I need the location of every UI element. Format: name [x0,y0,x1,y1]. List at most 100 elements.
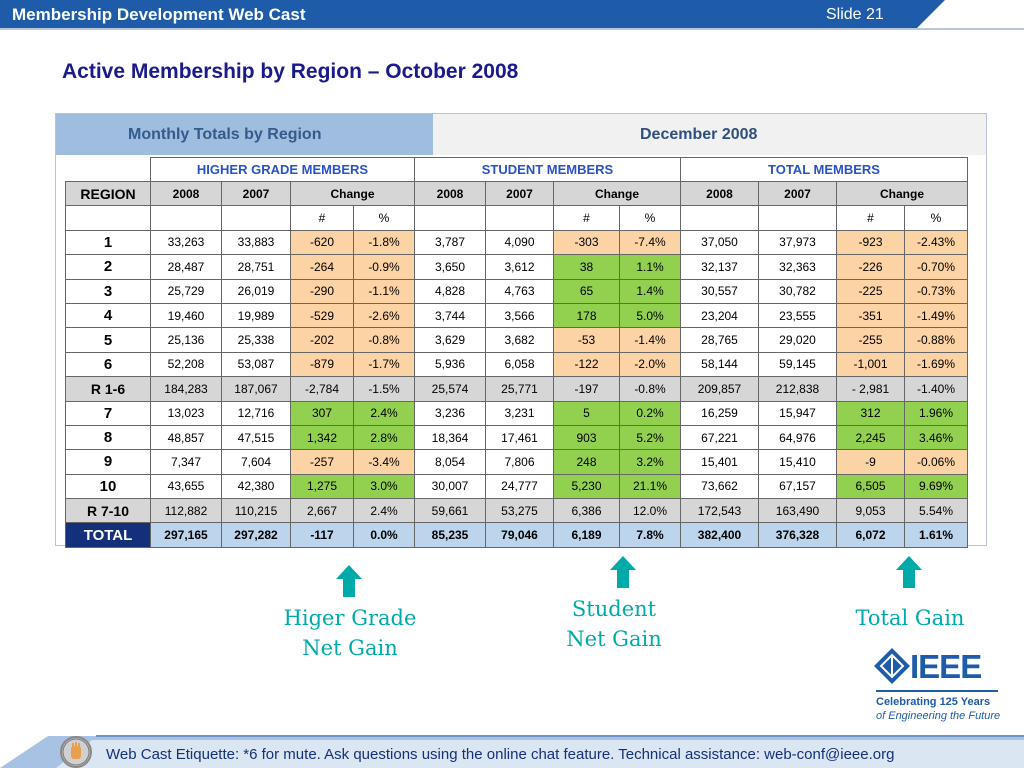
st-cell: -0.8% [619,376,681,402]
st-cell: 4,090 [485,229,554,256]
region-cell: 9 [65,449,151,475]
hg-cell: 28,487 [150,254,222,280]
st-num-header: # [553,205,620,231]
tot-cell: -351 [836,302,905,329]
region-cell: 2 [65,254,151,280]
tot-cell: 15,947 [758,400,837,426]
tot-cell: 15,410 [758,449,837,475]
up-arrow-icon [336,565,362,597]
st-cell: -197 [553,376,620,402]
st-cell: 0.2% [619,400,681,426]
tot-cell: 64,976 [758,424,837,451]
banner-monthly-totals: Monthly Totals by Region [56,114,433,155]
table-row: 3 25,729 26,019 -290 -1.1% 4,828 4,763 65 1.4% 30… [65,278,968,304]
st-pct-header: % [619,205,681,231]
tot-cell: -0.06% [904,449,968,475]
header-bar-shape [0,0,1024,30]
table-row: R 7-10 112,882 110,215 2,667 2.4% 59,661 53,27… [65,498,968,524]
hg-cell: 307 [290,400,354,426]
hg-cell: 42,380 [221,473,291,500]
hg-cell: 1,275 [290,473,354,500]
sub-header-row: # % # % # % [65,205,968,231]
st-cell: 85,235 [414,522,486,548]
tot-pct-header: % [904,205,968,231]
hg-cell: 2.8% [353,424,415,451]
st-cell: 4,828 [414,278,486,304]
membership-table-image: Monthly Totals by Region December 2008 H… [55,113,987,548]
region-cell: 5 [65,327,151,353]
region-header: REGION [65,180,151,207]
st-cell: -122 [553,351,620,378]
tot-cell: 29,020 [758,327,837,353]
hg-cell: 110,215 [221,498,291,524]
st-cell: -53 [553,327,620,353]
st-cell: 3,231 [485,400,554,426]
hg-cell: 33,263 [150,229,222,256]
st-cell: -303 [553,229,620,256]
tot-cell: 67,221 [680,424,759,451]
group-student: STUDENT MEMBERS [414,157,681,182]
hg-cell: 3.0% [353,473,415,500]
tot-cell: 37,973 [758,229,837,256]
hand-glyph [62,738,90,766]
st-cell: 59,661 [414,498,486,524]
table-row: 9 7,347 7,604 -257 -3.4% 8,054 7,806 248 3.2% 15,… [65,449,968,475]
hg-cell: 2.4% [353,400,415,426]
hg-cell: 19,460 [150,302,222,329]
st-cell: 6,189 [553,522,620,548]
hg-cell: 25,136 [150,327,222,353]
hg-cell: -202 [290,327,354,353]
hg-cell: 33,883 [221,229,291,256]
student-gain-text: Student Net Gain [566,597,662,651]
tot-cell: 59,145 [758,351,837,378]
hg-cell: 112,882 [150,498,222,524]
tot-cell: 382,400 [680,522,759,548]
tot-cell: 3.46% [904,424,968,451]
logo-divider [876,690,998,692]
tot-cell: 163,490 [758,498,837,524]
region-cell: TOTAL [65,522,151,548]
tot-cell: 9.69% [904,473,968,500]
tot-2008-header: 2008 [680,180,759,207]
tot-cell: 376,328 [758,522,837,548]
tot-cell: 1.61% [904,522,968,548]
hg-cell: 52,208 [150,351,222,378]
tot-cell: 1.96% [904,400,968,426]
region-cell: 6 [65,351,151,378]
st-cell: 1.4% [619,278,681,304]
st-cell: 17,461 [485,424,554,451]
tot-cell: 6,072 [836,522,905,548]
st-cell: 24,777 [485,473,554,500]
up-arrow-icon [896,556,922,588]
hg-change-header: Change [290,180,415,207]
tot-cell: 23,555 [758,302,837,329]
st-cell: 3,682 [485,327,554,353]
logo-tagline-2: of Engineering the Future [876,710,1001,722]
higher-grade-gain-text: Higer Grade Net Gain [283,606,417,660]
st-cell: 3,612 [485,254,554,280]
table-row: 2 28,487 28,751 -264 -0.9% 3,650 3,612 38 1.1% 32… [65,254,968,280]
hg-cell: 187,067 [221,376,291,402]
table-row: 5 25,136 25,338 -202 -0.8% 3,629 3,682 -53 -1.4%… [65,327,968,353]
ieee-diamond-icon [874,648,910,684]
region-cell: R 1-6 [65,376,151,402]
tot-cell: 172,543 [680,498,759,524]
st-cell: 53,275 [485,498,554,524]
st-cell: 12.0% [619,498,681,524]
hg-cell: 13,023 [150,400,222,426]
st-cell: 248 [553,449,620,475]
column-header-row: REGION 2008 2007 Change 2008 2007 Change… [65,180,968,207]
tot-cell: 32,363 [758,254,837,280]
group-header-row: HIGHER GRADE MEMBERS STUDENT MEMBERS TOT… [65,157,968,182]
tot-cell: -1.49% [904,302,968,329]
st-cell: 5.0% [619,302,681,329]
st-cell: -2.0% [619,351,681,378]
logo-tagline-1: Celebrating 125 Years [876,696,991,708]
table-row: R 1-6 184,283 187,067 -2,784 -1.5% 25,574 25,7… [65,376,968,402]
hg-cell: 184,283 [150,376,222,402]
tot-cell: -1,001 [836,351,905,378]
tot-cell: -0.88% [904,327,968,353]
st-cell: 5,230 [553,473,620,500]
st-cell: 3.2% [619,449,681,475]
tot-cell: -226 [836,254,905,280]
